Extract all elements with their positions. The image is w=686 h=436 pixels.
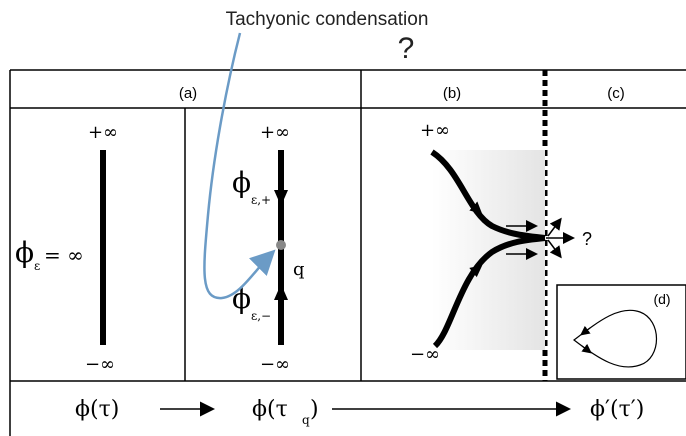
a-right-phi-top: ϕ (232, 166, 251, 199)
a-left-phi: ϕ (15, 236, 34, 269)
b-arrow-diag-up (547, 217, 562, 237)
a-right-plus-infinity: +∞ (260, 122, 290, 143)
tachyonic-condensation-label: Tachyonic condensation (226, 9, 429, 30)
panel-d-arrow-bottom (581, 343, 592, 354)
panel-d-loop (573, 309, 658, 368)
bottom-phi-prime: ϕ′(τ′) (590, 397, 644, 422)
frame-grid (9, 69, 686, 436)
panel-d-arrow-top (580, 325, 591, 336)
point-q-label: q (293, 259, 305, 280)
b-plus-infinity: +∞ (420, 120, 450, 141)
a-right-minus-infinity: −∞ (260, 354, 290, 375)
b-arrow-diag-down (547, 239, 562, 259)
panel-b-label: (b) (443, 85, 461, 102)
b-lower-trajectory (432, 235, 546, 349)
panel-d-label: (d) (653, 291, 670, 307)
b-upper-flow-arrow (469, 201, 483, 215)
a-left-minus-infinity: −∞ (85, 354, 115, 375)
a-left-phi-rhs: = ∞ (44, 243, 84, 267)
a-right-phi-top-sub: ε,+ (251, 193, 271, 207)
bottom-tau-q-close: ) (310, 397, 319, 422)
panel-d-box (556, 284, 686, 380)
a-right-down-arrowhead (274, 190, 288, 206)
b-lower-flow-arrow (469, 265, 483, 278)
b-upper-trajectory (430, 149, 546, 241)
bottom-phi-tau: ϕ(τ) (75, 397, 119, 422)
bottom-tau-q-sub: q (302, 413, 310, 427)
a-right-up-arrowhead (274, 284, 288, 300)
b-question-mark: ? (582, 229, 592, 249)
a-left-phi-sub: ε (34, 259, 40, 273)
a-right-phi-bottom-sub: ε,− (251, 309, 271, 323)
point-q (276, 240, 286, 250)
panel-a-label: (a) (179, 85, 197, 102)
bottom-phi-tau-q: ϕ(τ (252, 397, 288, 422)
top-question-mark: ? (398, 32, 415, 65)
panel-c-label: (c) (607, 85, 625, 102)
a-left-plus-infinity: +∞ (88, 122, 118, 143)
b-minus-infinity: −∞ (410, 344, 440, 365)
tachyonic-arrow (203, 32, 276, 300)
